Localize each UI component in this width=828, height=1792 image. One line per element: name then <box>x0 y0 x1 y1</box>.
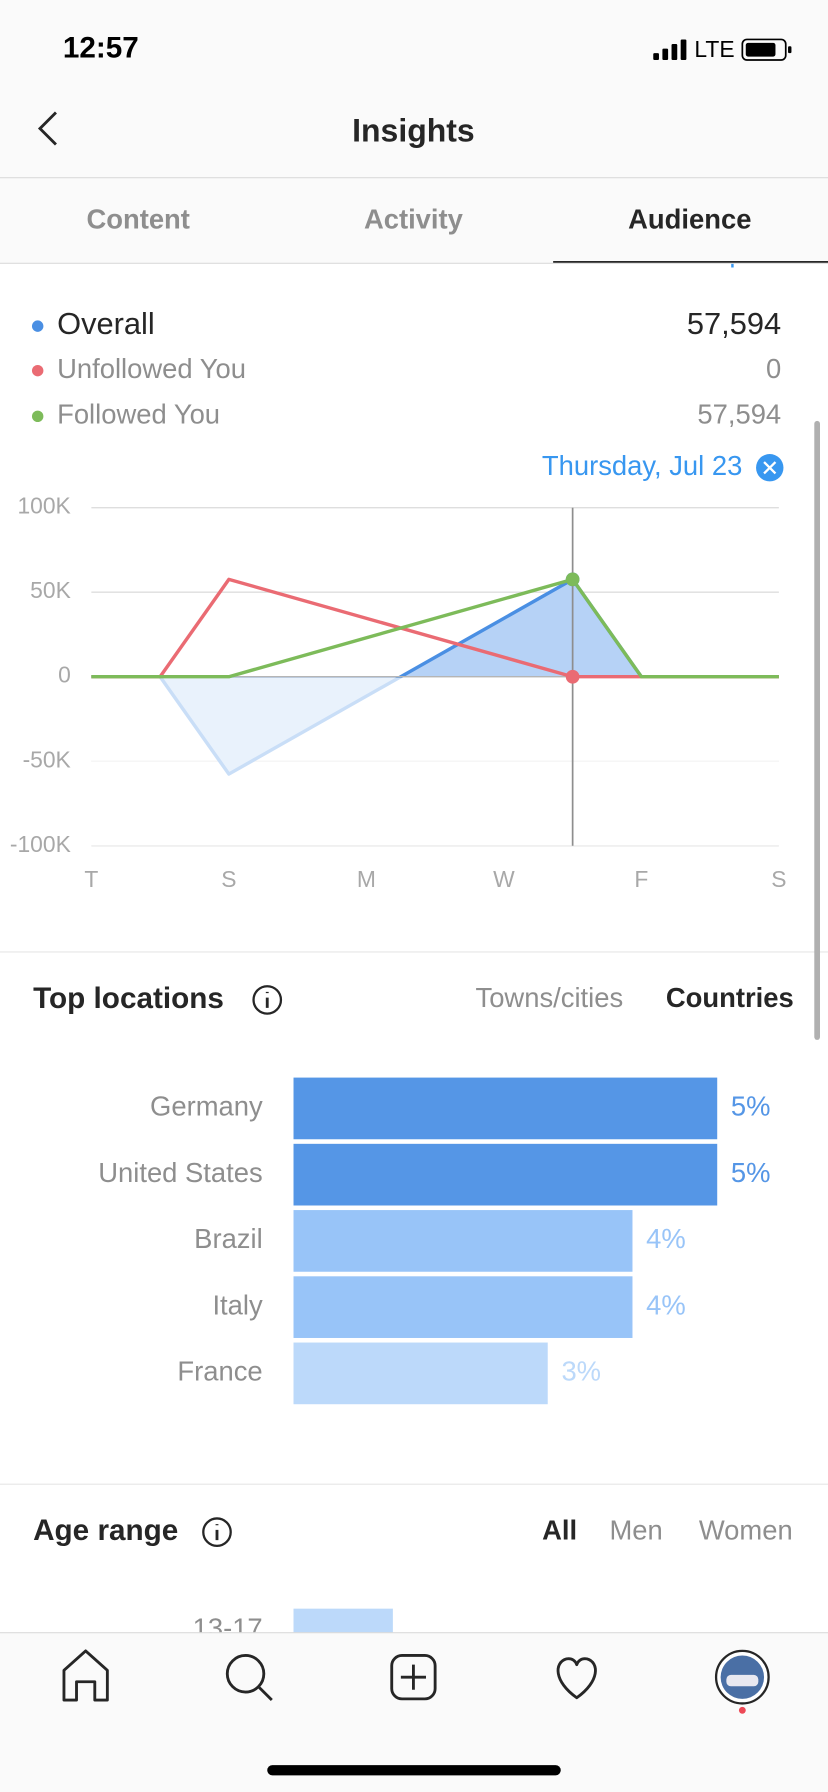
bar-value-label: 5% <box>731 1091 771 1122</box>
bar-value-label: 4% <box>646 1223 686 1254</box>
selection-dot <box>565 572 580 587</box>
bar <box>293 1077 718 1140</box>
bar <box>293 1210 633 1272</box>
bar-value-label: 4% <box>646 1289 686 1320</box>
filter-option[interactable]: All <box>542 1514 577 1545</box>
bar <box>293 1143 718 1206</box>
bar <box>293 1276 633 1338</box>
y-tick-label: 0 <box>58 662 71 688</box>
scrollbar <box>814 420 821 1040</box>
nav-bar <box>0 1632 828 1792</box>
bar <box>293 1342 548 1405</box>
y-tick-label: 50K <box>30 577 71 603</box>
signal-icon <box>653 39 687 61</box>
legend-label: Followed You <box>57 399 220 430</box>
bar-label: Germany <box>150 1091 263 1122</box>
header-title: Insights <box>352 113 475 149</box>
tab-indicator <box>553 261 828 264</box>
y-tick-label: -50K <box>23 746 71 772</box>
bar-label: United States <box>98 1157 262 1188</box>
status-time: 12:57 <box>63 32 139 65</box>
new-post-icon[interactable] <box>390 1654 437 1701</box>
filter-option[interactable]: Men <box>609 1514 662 1545</box>
legend-label: Unfollowed You <box>57 353 246 384</box>
profile-icon[interactable] <box>714 1649 770 1714</box>
legend-value: 57,594 <box>697 399 781 430</box>
negative-shade <box>91 677 779 846</box>
tab[interactable]: Activity <box>364 203 464 234</box>
filter-option[interactable]: Countries <box>666 982 794 1013</box>
bar-label: Brazil <box>194 1223 263 1254</box>
legend-value: 57,594 <box>687 306 781 341</box>
line <box>91 577 779 679</box>
tabs: Content Activity Audience <box>86 203 828 264</box>
legend-label: Overall <box>57 306 155 341</box>
y-tick-label: 100K <box>17 493 70 519</box>
x-tick-label: M <box>357 866 376 892</box>
tab[interactable]: Content <box>86 203 189 234</box>
status-network: LTE <box>694 36 734 62</box>
tab[interactable]: Audience <box>628 203 751 234</box>
info-icon[interactable] <box>252 985 283 1015</box>
x-tick-label: W <box>493 866 515 892</box>
x-tick-label: S <box>221 866 236 892</box>
filter-option[interactable]: Women <box>699 1514 793 1545</box>
filter-option[interactable]: Towns/cities <box>476 982 624 1013</box>
selected-date: Thursday, Jul 23 <box>542 450 742 481</box>
home-indicator <box>267 1765 561 1776</box>
x-tick-label: S <box>771 866 786 892</box>
legend-dot <box>31 320 44 332</box>
section-title: Top locations <box>33 982 224 1015</box>
back-button[interactable] <box>37 111 57 146</box>
legend-dot <box>31 364 44 377</box>
bar-value-label: 3% <box>561 1356 601 1387</box>
clear-selection-x <box>763 461 777 475</box>
bar-label: France <box>177 1356 262 1387</box>
info-icon[interactable] <box>202 1517 232 1547</box>
bar-label: Italy <box>212 1289 263 1320</box>
y-tick-label: -100K <box>10 831 71 857</box>
legend-value: 0 <box>766 353 781 384</box>
home-icon[interactable] <box>62 1649 109 1702</box>
activity-icon[interactable] <box>556 1657 597 1700</box>
bar-value-label: 5% <box>731 1157 771 1188</box>
x-tick-label: T <box>84 866 98 892</box>
x-tick-label: F <box>634 866 648 892</box>
top-bar <box>0 0 828 264</box>
selection-dot <box>565 669 580 684</box>
battery-icon <box>741 38 792 61</box>
legend-dot <box>31 410 44 423</box>
section-title: Age range <box>33 1514 178 1547</box>
search-icon[interactable] <box>225 1654 273 1702</box>
